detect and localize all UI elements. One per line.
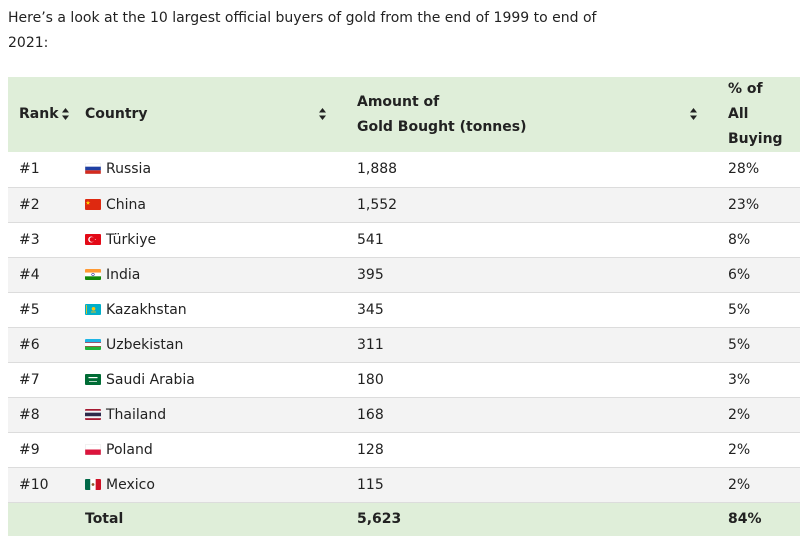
table-row: #4 India 395 6%: [8, 257, 800, 292]
intro-text: Here’s a look at the 10 largest official…: [8, 10, 597, 51]
china-flag-icon: [85, 198, 101, 210]
country-name: Kazakhstan: [106, 301, 187, 318]
total-pct: 84%: [728, 511, 762, 528]
table-row: #8 Thailand 168 2%: [8, 397, 800, 432]
country-cell: Kazakhstan: [74, 292, 338, 327]
table-row: #1 Russia 1,888 28%: [8, 152, 800, 187]
pct-column-header[interactable]: % of All Buying: [709, 77, 800, 152]
country-cell: China: [74, 187, 338, 222]
amount-cell: 395: [357, 266, 384, 283]
rank-cell: #6: [19, 336, 40, 353]
table-row: #2 China 1,552 23%: [8, 187, 800, 222]
amount-header-line2: Gold Bought (tonnes): [357, 118, 527, 135]
russia-flag-icon: [85, 163, 101, 175]
table-row: #6 Uzbekistan 311 5%: [8, 327, 800, 362]
uzbekistan-flag-icon: [85, 338, 101, 350]
amount-cell: 115: [357, 476, 384, 493]
rank-cell: #9: [19, 441, 40, 458]
pct-cell: 6%: [728, 266, 751, 283]
rank-cell: #4: [19, 266, 40, 283]
total-rank-cell: [8, 502, 74, 536]
country-name: Uzbekistan: [106, 336, 184, 353]
pct-cell: 3%: [728, 371, 751, 388]
amount-cell: 311: [357, 336, 384, 353]
amount-column-header[interactable]: Amount of Gold Bought (tonnes): [338, 77, 709, 152]
poland-flag-icon: [85, 443, 101, 455]
country-header-label: Country: [85, 106, 148, 122]
country-name: Mexico: [106, 476, 155, 493]
country-cell: India: [74, 257, 338, 292]
pct-cell: 2%: [728, 406, 751, 423]
country-name: Saudi Arabia: [106, 371, 195, 388]
amount-cell: 1,552: [357, 196, 398, 213]
amount-cell: 1,888: [357, 161, 398, 178]
country-cell: Thailand: [74, 397, 338, 432]
country-cell: Russia: [74, 152, 338, 187]
country-name: Poland: [106, 441, 153, 458]
amount-cell: 180: [357, 371, 384, 388]
pct-cell: 5%: [728, 336, 751, 353]
total-amount: 5,623: [357, 511, 402, 528]
country-cell: Mexico: [74, 467, 338, 502]
rank-cell: #5: [19, 301, 40, 318]
country-cell: Saudi Arabia: [74, 362, 338, 397]
sort-icon[interactable]: [319, 107, 326, 120]
pct-cell: 8%: [728, 231, 751, 248]
thailand-flag-icon: [85, 408, 101, 420]
table-row: #5 Kazakhstan 345 5%: [8, 292, 800, 327]
pct-cell: 5%: [728, 301, 751, 318]
pct-cell: 2%: [728, 441, 751, 458]
table-row: #3 Türkiye 541 8%: [8, 222, 800, 257]
total-row: Total 5,623 84%: [8, 502, 800, 536]
rank-cell: #10: [19, 476, 49, 493]
rank-cell: #2: [19, 196, 40, 213]
sort-icon[interactable]: [690, 107, 697, 120]
table-row: #9 Poland 128 2%: [8, 432, 800, 467]
pct-header-line2: All Buying: [728, 106, 783, 147]
kazakhstan-flag-icon: [85, 303, 101, 315]
rank-cell: #3: [19, 231, 40, 248]
rank-column-header[interactable]: Rank: [8, 77, 74, 152]
amount-cell: 345: [357, 301, 384, 318]
pct-cell: 28%: [728, 161, 760, 178]
pct-cell: 23%: [728, 196, 760, 213]
country-name: Russia: [106, 161, 152, 178]
country-column-header[interactable]: Country: [74, 77, 338, 152]
mexico-flag-icon: [85, 478, 101, 490]
country-cell: Uzbekistan: [74, 327, 338, 362]
total-label: Total: [85, 511, 124, 528]
rank-header-label: Rank: [19, 106, 59, 122]
amount-cell: 128: [357, 441, 384, 458]
country-cell: Türkiye: [74, 222, 338, 257]
table-row: #7 Saudi Arabia 180 3%: [8, 362, 800, 397]
rank-cell: #7: [19, 371, 40, 388]
india-flag-icon: [85, 268, 101, 280]
country-name: Türkiye: [106, 231, 157, 248]
pct-cell: 2%: [728, 476, 751, 493]
country-name: India: [106, 266, 141, 283]
country-cell: Poland: [74, 432, 338, 467]
saudi-arabia-flag-icon: [85, 373, 101, 385]
rank-cell: #1: [19, 161, 40, 178]
amount-cell: 541: [357, 231, 384, 248]
turkiye-flag-icon: [85, 233, 101, 245]
table-row: #10 Mexico 115 2%: [8, 467, 800, 502]
gold-buyers-table: Rank Country Amount of Gold Bought (tonn…: [8, 77, 800, 536]
pct-header-line1: % of: [728, 81, 763, 97]
sort-icon[interactable]: [61, 108, 69, 120]
country-name: China: [106, 196, 146, 213]
country-name: Thailand: [106, 406, 167, 423]
table-header-row: Rank Country Amount of Gold Bought (tonn…: [8, 77, 800, 152]
amount-header-line1: Amount of: [357, 93, 440, 110]
amount-cell: 168: [357, 406, 384, 423]
rank-cell: #8: [19, 406, 40, 423]
